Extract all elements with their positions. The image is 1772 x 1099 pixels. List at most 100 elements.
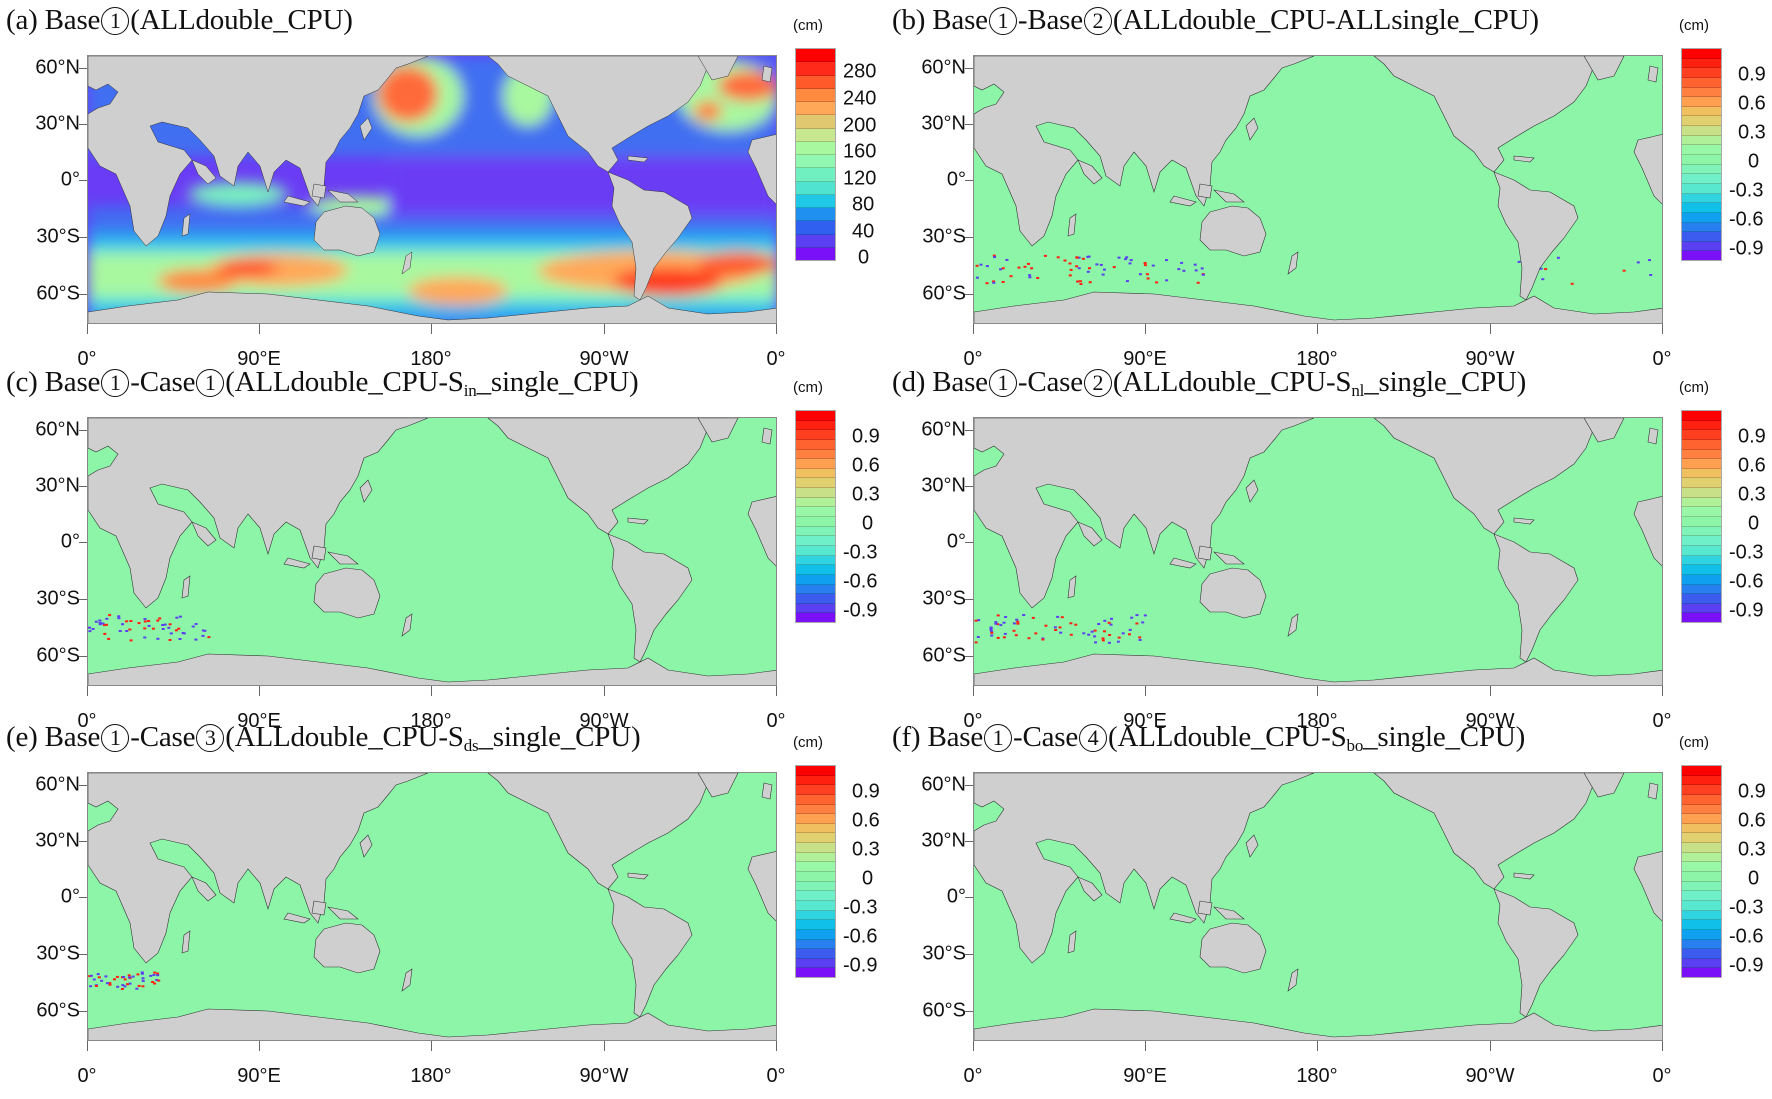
colorbar-tick: 0.9 <box>852 780 880 803</box>
title-minus: -Case <box>1013 721 1079 753</box>
colorbar-tick: -0.3 <box>843 541 878 564</box>
circled-number: 1 <box>984 724 1013 752</box>
colorbar-difference <box>1681 48 1722 261</box>
lon-label: 90°E <box>237 710 281 732</box>
colorbar-tick: -0.6 <box>1729 570 1764 593</box>
colorbar-tick: 0.6 <box>852 809 880 832</box>
colorbar-tick: 80 <box>852 193 875 216</box>
map-difference <box>973 55 1663 324</box>
circled-number: 1 <box>988 7 1017 35</box>
colorbar-unit: (cm) <box>1679 379 1709 396</box>
lat-label: 60°N <box>921 418 966 441</box>
colorbar-unit: (cm) <box>793 379 823 396</box>
colorbar-tick: 0.9 <box>852 425 880 448</box>
lat-label: 60°S <box>36 282 80 305</box>
colorbar-tick: 0.3 <box>1738 121 1766 144</box>
panel-d: (d) Base 1 -Case 2 (ALLdouble_CPU-Snl_single… <box>886 362 1772 732</box>
panel-tag: (a) <box>6 4 38 36</box>
panel-tag: (d) <box>892 366 926 398</box>
lat-label: 60°N <box>921 773 966 796</box>
lat-label: 60°N <box>921 56 966 79</box>
title-prefix: Base <box>44 721 101 753</box>
colorbar-tick: -0.9 <box>843 954 878 977</box>
title-prefix: Base <box>44 4 101 36</box>
lat-label: 30°S <box>36 587 80 610</box>
colorbar-tick: 0.9 <box>1738 425 1766 448</box>
panel-title: (e) Base 1 -Case 3 (ALLdouble_CPU-Sds_single… <box>6 721 641 756</box>
lat-label: 30°N <box>35 112 80 135</box>
lon-label: 90°W <box>1465 348 1515 370</box>
lon-label: 0° <box>963 1065 983 1087</box>
colorbar-tick: 40 <box>852 220 875 243</box>
panel-title: (c) Base 1 -Case 1 (ALLdouble_CPU-Sin_single… <box>6 366 639 401</box>
colorbar-tick: 0 <box>862 512 874 535</box>
lon-label: 0° <box>77 348 97 370</box>
panel-tag: (f) <box>892 721 921 753</box>
circled-number: 1 <box>101 724 130 752</box>
colorbar-tick: 0 <box>858 246 870 269</box>
circled-number: 1 <box>101 7 130 35</box>
lat-label: 30°N <box>921 474 966 497</box>
lat-label: 30°S <box>922 942 966 965</box>
lat-label: 30°N <box>921 112 966 135</box>
lat-label: 60°N <box>35 56 80 79</box>
panel-title: (f) Base 1 -Case 4 (ALLdouble_CPU-Sbo_single… <box>892 721 1525 756</box>
colorbar-tick: 0 <box>1748 867 1760 890</box>
panel-f: (f) Base 1 -Case 4 (ALLdouble_CPU-Sbo_single… <box>886 717 1772 1087</box>
circled-number: 4 <box>1079 724 1108 752</box>
lon-label: 180° <box>410 348 452 370</box>
colorbar-tick: -0.6 <box>843 570 878 593</box>
panel-a: (a) Base 1 (ALLdouble_CPU) <box>0 0 886 370</box>
colorbar-tick: 200 <box>843 114 877 137</box>
lat-label: 60°N <box>35 418 80 441</box>
circled-number: 1 <box>988 369 1017 397</box>
colorbar-tick: 0.6 <box>1738 92 1766 115</box>
colorbar-difference <box>795 765 836 978</box>
colorbar-tick: 0.9 <box>1738 63 1766 86</box>
colorbar-tick: 0.3 <box>852 483 880 506</box>
title-prefix: Base <box>44 366 101 398</box>
title-suffix: _single_CPU) <box>1363 721 1526 753</box>
colorbar-tick: 160 <box>843 140 877 163</box>
lon-label: 0° <box>77 710 97 732</box>
title-minus: -Case <box>130 721 196 753</box>
lat-label: 0° <box>946 168 966 191</box>
lat-label: 30°N <box>921 829 966 852</box>
panel-b: (b) Base 1 -Base 2 (ALLdouble_CPU-ALLsingle_… <box>886 0 1772 370</box>
lat-label: 60°S <box>922 644 966 667</box>
lat-label: 30°N <box>35 829 80 852</box>
lat-label: 30°N <box>35 474 80 497</box>
lat-label: 30°S <box>36 225 80 248</box>
lon-label: 90°E <box>1123 710 1167 732</box>
lat-label: 60°S <box>36 644 80 667</box>
title-prefix: Base <box>932 366 988 398</box>
circled-number: 2 <box>1083 369 1112 397</box>
map-difference <box>87 417 777 686</box>
lon-label: 90°E <box>1123 348 1167 370</box>
lon-label: 90°E <box>237 1065 281 1087</box>
colorbar-tick: -0.3 <box>1729 541 1764 564</box>
colorbar-tick: 120 <box>843 167 877 190</box>
title-subscript: in <box>463 381 477 400</box>
panel-tag: (e) <box>6 721 38 753</box>
title-minus: -Case <box>130 366 196 398</box>
colorbar-difference <box>795 410 836 623</box>
lon-label: 0° <box>77 1065 97 1087</box>
lon-label: 180° <box>1296 348 1338 370</box>
panel-e: (e) Base 1 -Case 3 (ALLdouble_CPU-Sds_single… <box>0 717 886 1087</box>
colorbar-unit: (cm) <box>793 17 823 34</box>
colorbar-tick: -0.9 <box>1729 599 1764 622</box>
colorbar-unit: (cm) <box>1679 734 1709 751</box>
lat-label: 60°S <box>922 999 966 1022</box>
colorbar-tick: 280 <box>843 60 877 83</box>
lon-label: 0° <box>1652 1065 1672 1087</box>
circled-number: 2 <box>1083 7 1112 35</box>
colorbar-tick: -0.3 <box>1729 896 1764 919</box>
title-prefix: Base <box>932 4 988 36</box>
lat-label: 0° <box>60 168 80 191</box>
panel-title: (d) Base 1 -Case 2 (ALLdouble_CPU-Snl_single… <box>892 366 1526 401</box>
lon-label: 180° <box>1296 1065 1338 1087</box>
lat-label: 60°N <box>35 773 80 796</box>
colorbar-tick: 0.6 <box>852 454 880 477</box>
colorbar-tick: -0.9 <box>1729 954 1764 977</box>
